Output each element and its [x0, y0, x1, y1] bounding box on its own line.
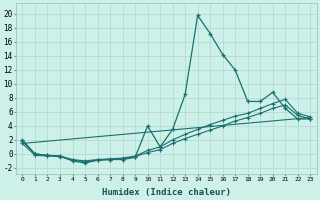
X-axis label: Humidex (Indice chaleur): Humidex (Indice chaleur)	[102, 188, 231, 197]
